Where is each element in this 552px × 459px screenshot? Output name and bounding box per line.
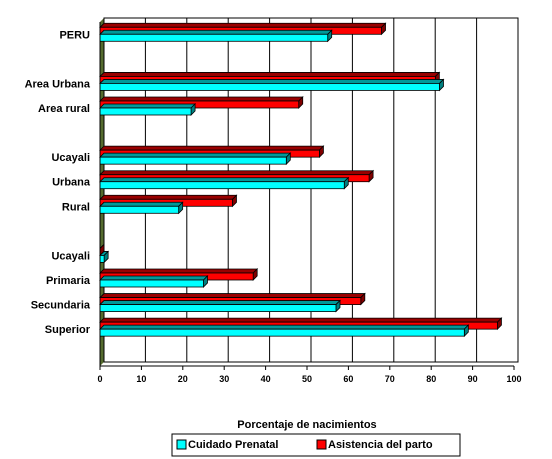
bar-front-face: [99, 156, 287, 165]
bar-top-face: [99, 103, 197, 109]
chart-wall-side: [100, 18, 104, 366]
bar-top-face: [99, 152, 292, 158]
x-tick-label: 60: [343, 374, 353, 384]
category-label: Area Urbana: [25, 78, 91, 90]
bar-top-face: [99, 170, 375, 176]
bar-asistencia-del-parto: [99, 96, 304, 109]
x-tick-label: 100: [506, 374, 521, 384]
bar-top-face: [99, 96, 304, 102]
x-tick-label: 10: [136, 374, 146, 384]
category-label: Primaria: [46, 275, 91, 287]
category-label: Ucayali: [51, 250, 90, 262]
bar-cuidado-prenatal: [99, 78, 445, 92]
bar-top-face: [99, 300, 341, 305]
bar-front-face: [99, 304, 337, 312]
x-tick-label: 90: [468, 374, 478, 384]
x-tick-label: 40: [261, 374, 271, 384]
category-label: PERU: [59, 29, 90, 41]
bar-top-face: [99, 268, 259, 274]
x-tick-label: 80: [426, 374, 436, 384]
bar-front-face: [99, 107, 192, 116]
bar-top-face: [99, 79, 445, 84]
bar-top-face: [99, 324, 470, 330]
x-tick-label: 70: [385, 374, 395, 384]
bar-top-face: [99, 194, 238, 200]
legend: Cuidado Prenatal Asistencia del parto: [171, 433, 461, 457]
bars: [99, 22, 503, 338]
bar-cuidado-prenatal: [99, 201, 184, 215]
bar-top-face: [99, 317, 503, 323]
bar-cuidado-prenatal: [99, 103, 197, 116]
x-axis-title: Porcentaje de nacimientos: [237, 419, 376, 431]
x-axis-ticks: 0 10 20 30 40 50 60 70 80 90 100: [97, 366, 522, 384]
bar-cuidado-prenatal: [99, 275, 209, 288]
category-label: Secundaria: [31, 300, 91, 312]
x-tick-label: 0: [97, 374, 102, 384]
bar-top-face: [99, 275, 209, 281]
bar-top-face: [99, 177, 350, 183]
bar-top-face: [99, 293, 366, 298]
bar-cuidado-prenatal: [99, 299, 341, 313]
bar-cuidado-prenatal: [99, 250, 110, 264]
bar-front-face: [99, 328, 465, 337]
bar-front-face: [99, 181, 345, 190]
legend-label-cuidado-prenatal: Cuidado Prenatal: [188, 439, 278, 451]
bar-front-face: [99, 33, 329, 42]
bar-top-face: [99, 145, 325, 151]
bar-front-face: [99, 255, 105, 263]
bar-top-face: [99, 22, 387, 28]
category-label: Superior: [45, 324, 91, 336]
category-label: Rural: [62, 201, 90, 213]
bar-cuidado-prenatal: [99, 152, 292, 166]
bar-cuidado-prenatal: [99, 29, 333, 43]
bar-cuidado-prenatal: [99, 324, 470, 338]
bar-front-face: [99, 279, 204, 288]
category-label: Area rural: [38, 103, 90, 115]
bar-top-face: [99, 201, 184, 207]
category-label: Ucayali: [51, 152, 90, 164]
legend-box: [171, 433, 461, 457]
bar-front-face: [99, 205, 180, 214]
legend-swatch-cuidado-prenatal: [176, 439, 187, 450]
category-label: Urbana: [52, 177, 91, 189]
bar-top-face: [99, 72, 441, 77]
x-tick-label: 30: [219, 374, 229, 384]
bar-cuidado-prenatal: [99, 176, 350, 190]
legend-swatch-asistencia-del-parto: [316, 439, 327, 450]
bar-front-face: [99, 83, 440, 91]
bar-top-face: [99, 29, 333, 35]
x-tick-label: 20: [178, 374, 188, 384]
x-tick-label: 50: [302, 374, 312, 384]
y-axis-category-labels: PERU Area Urbana Area rural Ucayali Urbana Ru…: [25, 29, 91, 336]
legend-label-asistencia-del-parto: Asistencia del parto: [328, 439, 433, 451]
